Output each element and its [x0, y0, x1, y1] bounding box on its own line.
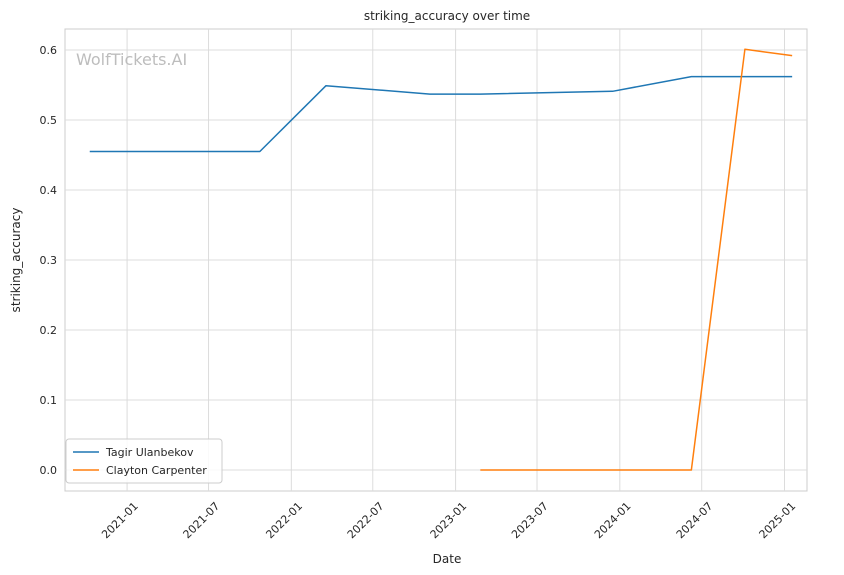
y-tick-label: 0.5 [40, 114, 58, 127]
y-tick-label: 0.0 [40, 464, 58, 477]
legend-label: Tagir Ulanbekov [105, 446, 194, 459]
legend-label: Clayton Carpenter [106, 464, 207, 477]
grid [65, 29, 807, 491]
series-line-1 [89, 75, 793, 153]
watermark-text: WolfTickets.AI [76, 50, 187, 69]
y-tick-label: 0.1 [40, 394, 58, 407]
x-axis-label: Date [433, 552, 462, 566]
y-tick-label: 0.6 [40, 44, 58, 57]
y-tick-label: 0.2 [40, 324, 58, 337]
legend: Tagir Ulanbekov Clayton Carpenter [65, 438, 223, 484]
y-axis: 0.0 0.1 0.2 0.3 0.4 0.5 0.6 [40, 44, 58, 477]
y-tick-label: 0.4 [40, 184, 58, 197]
y-tick-label: 0.3 [40, 254, 58, 267]
legend-box [65, 438, 223, 484]
series-line-2 [480, 48, 793, 471]
series [89, 48, 793, 471]
chart-title: striking_accuracy over time [364, 9, 530, 23]
y-axis-label: striking_accuracy [9, 208, 23, 313]
